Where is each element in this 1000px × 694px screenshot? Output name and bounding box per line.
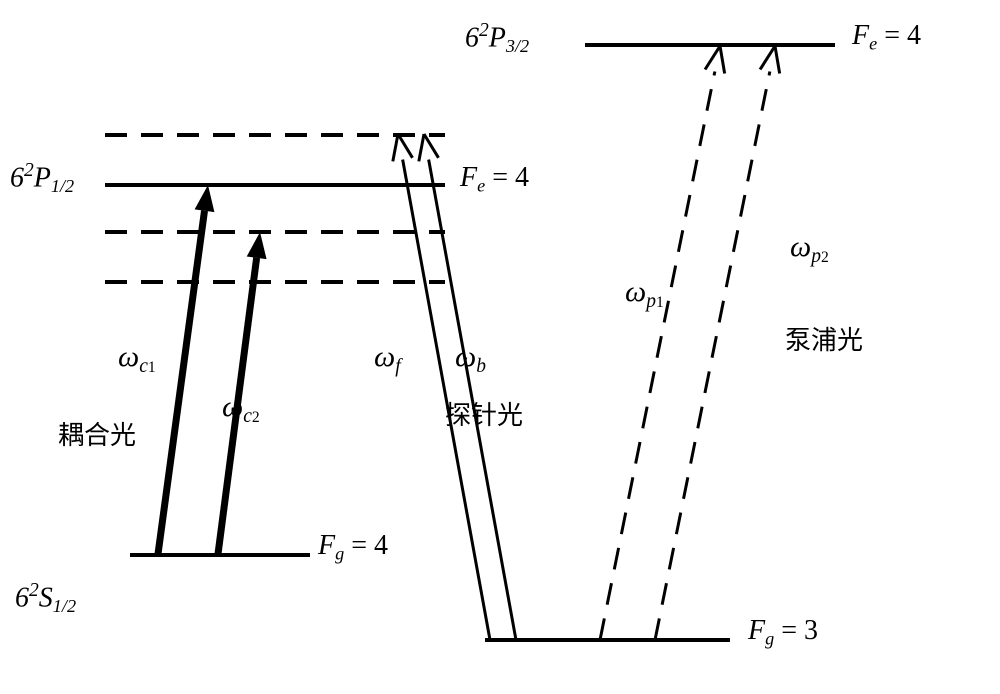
arrow-c1	[158, 185, 214, 554]
label-term_S12: 62S1/2	[15, 580, 76, 617]
label-Fg3: Fg = 3	[748, 615, 818, 649]
label-wc1: ωc1	[118, 340, 156, 378]
label-wb: ωb	[455, 340, 486, 378]
label-Fe4_mid: Fe = 4	[460, 162, 529, 196]
label-Fe4_top: Fe = 4	[852, 20, 921, 54]
label-term_P12: 62P1/2	[10, 160, 74, 197]
label-wf: ωf	[374, 340, 401, 378]
label-wc2: ωc2	[222, 390, 260, 428]
arrow-p1	[600, 46, 725, 640]
arrow-f	[393, 134, 490, 640]
label-term_P32: 62P3/2	[465, 20, 529, 57]
arrow-b	[419, 134, 516, 640]
label-probe: 探针光	[445, 395, 523, 432]
label-wp1: ωp1	[625, 275, 664, 313]
label-pump: 泵浦光	[785, 320, 863, 357]
arrow-p2	[655, 46, 780, 640]
label-coupling: 耦合光	[58, 415, 136, 452]
label-Fg4: Fg = 4	[318, 530, 388, 564]
label-wp2: ωp2	[790, 230, 829, 268]
